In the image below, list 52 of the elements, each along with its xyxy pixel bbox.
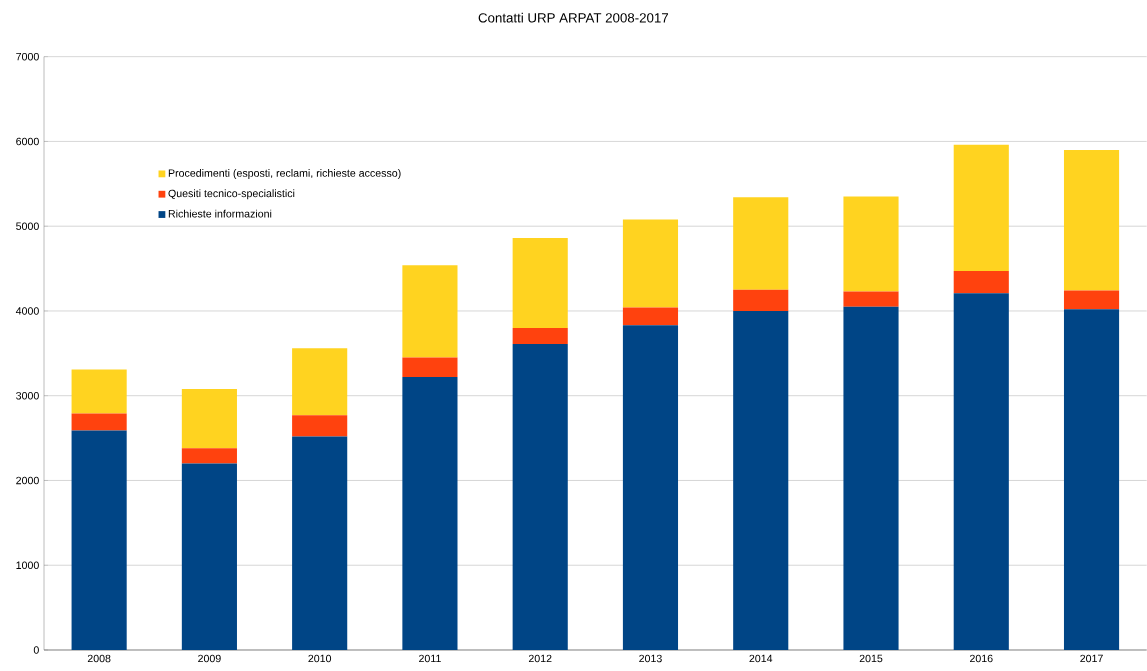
bar bbox=[1063, 309, 1120, 650]
bar bbox=[402, 357, 458, 378]
bar bbox=[512, 238, 568, 328]
bar bbox=[843, 291, 899, 307]
x-tick-label: 2009 bbox=[198, 654, 221, 663]
y-tick-label: 7000 bbox=[16, 52, 39, 61]
bar bbox=[292, 436, 348, 650]
bar bbox=[292, 348, 348, 416]
x-tick-label: 2015 bbox=[859, 654, 883, 663]
bar bbox=[512, 344, 568, 650]
bar bbox=[622, 325, 679, 650]
x-tick-label: 2008 bbox=[87, 654, 111, 663]
bar bbox=[71, 369, 127, 414]
legend-label: Richieste informazioni bbox=[168, 209, 272, 218]
bar bbox=[733, 289, 789, 311]
bar bbox=[1063, 149, 1120, 291]
x-tick-label: 2010 bbox=[308, 654, 332, 663]
legend-label: Procedimenti (esposti, reclami, richieste accesso) bbox=[168, 169, 401, 179]
bar bbox=[181, 463, 237, 650]
bar bbox=[622, 219, 679, 308]
x-tick-label: 2013 bbox=[639, 654, 662, 663]
bar bbox=[843, 196, 899, 292]
bar bbox=[402, 377, 458, 650]
bar bbox=[292, 415, 348, 437]
bar bbox=[181, 388, 237, 449]
bar bbox=[71, 413, 127, 431]
x-tick-label: 2014 bbox=[749, 654, 773, 663]
bar bbox=[512, 327, 568, 345]
y-tick-label: 1000 bbox=[16, 561, 39, 569]
x-tick-label: 2011 bbox=[419, 654, 441, 663]
bar bbox=[953, 293, 1009, 650]
bar bbox=[1063, 290, 1120, 310]
y-tick-label: 6000 bbox=[16, 137, 39, 146]
legend-label: Quesiti tecnico-specialistici bbox=[168, 189, 295, 200]
bar bbox=[622, 307, 679, 326]
bar bbox=[843, 306, 899, 650]
y-tick-label: 2000 bbox=[16, 476, 39, 485]
bar bbox=[733, 310, 789, 650]
y-tick-label: 3000 bbox=[16, 391, 39, 400]
bar bbox=[181, 448, 237, 464]
chart-title: Contatti URP ARPAT 2008-2017 bbox=[478, 12, 669, 23]
y-tick-label: 4000 bbox=[15, 307, 39, 315]
x-tick-label: 2012 bbox=[528, 654, 552, 663]
bar bbox=[953, 271, 1009, 294]
bar bbox=[402, 265, 458, 358]
bar bbox=[733, 197, 789, 290]
y-tick-label: 0 bbox=[33, 646, 39, 654]
x-tick-label: 2016 bbox=[969, 654, 993, 663]
bar bbox=[953, 144, 1009, 272]
y-tick-label: 5000 bbox=[16, 222, 39, 230]
bar bbox=[71, 430, 127, 650]
x-tick-label: 2017 bbox=[1080, 654, 1103, 663]
